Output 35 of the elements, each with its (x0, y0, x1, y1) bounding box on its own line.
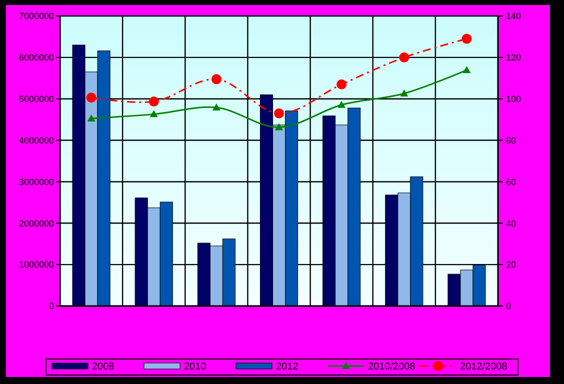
point (400, 89, 408, 96)
point (148, 96, 159, 107)
y-tick-label: 7000000 (18, 11, 54, 22)
y-tick-label: 5000000 (18, 94, 54, 104)
y2-tick-label: 80 (506, 135, 516, 146)
y-tick-label: 3000000 (18, 176, 54, 187)
point (87, 114, 96, 122)
legend-label: 2012/2008 (460, 362, 508, 372)
point (462, 66, 471, 74)
point (462, 34, 472, 44)
y2-tick-label: 20 (506, 260, 516, 270)
y-tick-label: 4000000 (18, 135, 54, 146)
y2-tick-label: 140 (506, 11, 522, 22)
y-tick-label: 2000000 (18, 218, 54, 228)
y-tick-label: 0 (48, 301, 54, 312)
y-tick-label: 6000000 (18, 52, 54, 63)
point (336, 79, 347, 90)
y2-tick-label: 40 (506, 218, 516, 228)
point (399, 52, 410, 62)
point (150, 110, 158, 118)
legend-label: 2012 (276, 362, 299, 372)
y2-tick-label: 60 (506, 176, 516, 187)
point (275, 123, 283, 130)
point (211, 74, 222, 84)
point (86, 92, 96, 103)
point (338, 100, 346, 108)
legend-label: 2010/2008 (368, 362, 416, 372)
legend-label: 2010 (184, 362, 207, 372)
legend-label: 2008 (92, 362, 115, 372)
y2-tick-label: 0 (506, 301, 512, 312)
y-tick-label: 1000000 (18, 260, 54, 270)
y2-tick-label: 100 (506, 94, 522, 104)
point (212, 104, 220, 111)
y2-tick-label: 120 (506, 52, 522, 63)
point (274, 108, 284, 118)
